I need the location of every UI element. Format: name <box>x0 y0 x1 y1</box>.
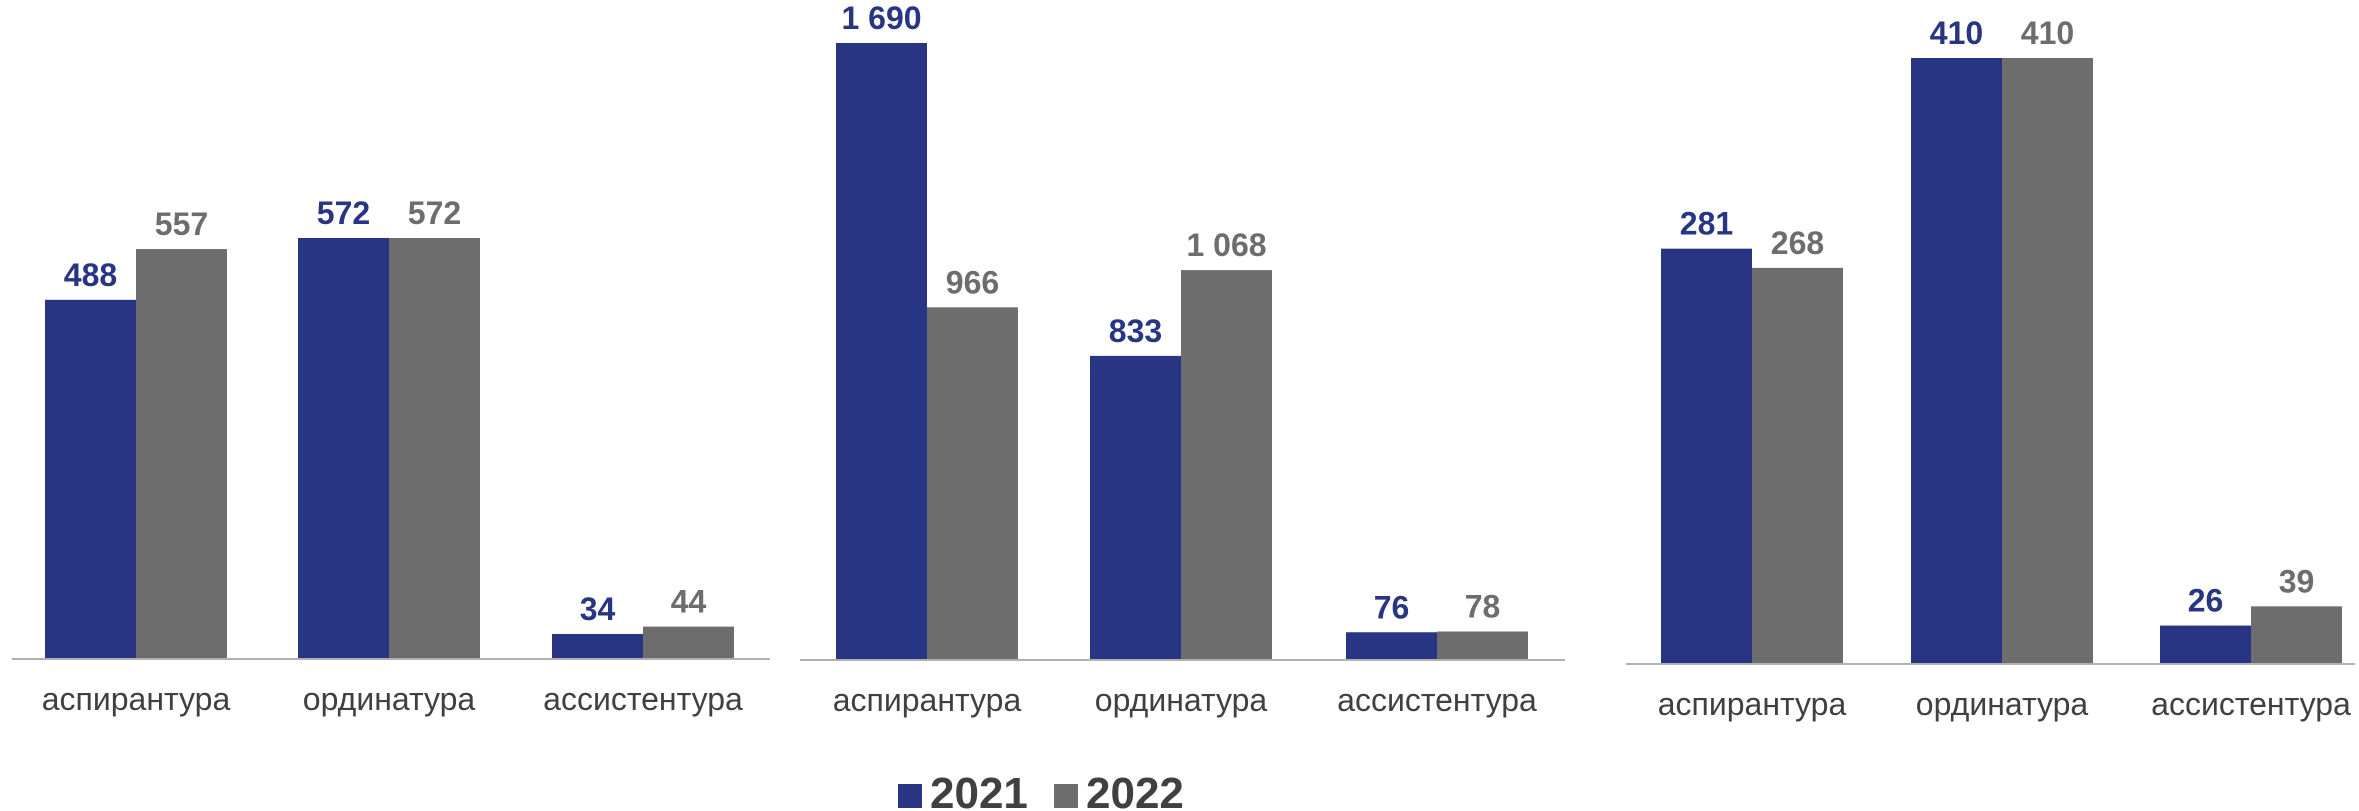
category-label-2: ординатура <box>303 681 476 717</box>
data-label-2021-3: 26 <box>2188 583 2224 619</box>
data-label-2021-2: 410 <box>1930 15 1983 51</box>
category-label-3: ассистентура <box>2151 686 2351 722</box>
bar-2021-3 <box>1346 632 1437 660</box>
legend-label-2022: 2022 <box>1086 769 1184 811</box>
data-label-2022-2: 572 <box>408 195 461 231</box>
chart-panel-3: 281 268 аспирантура 410 410 ординатура 26 39 асс… <box>1626 15 2355 722</box>
data-label-2022-1: 268 <box>1771 225 1824 261</box>
category-label-1: аспирантура <box>833 682 1022 718</box>
bar-2021-1 <box>836 43 927 660</box>
data-label-2022-2: 1 068 <box>1186 227 1266 263</box>
bar-2022-3 <box>1437 631 1528 660</box>
data-label-2021-2: 833 <box>1109 313 1162 349</box>
bar-2021-2 <box>1911 58 2002 664</box>
data-label-2021-3: 34 <box>580 591 616 627</box>
category-label-1: аспирантура <box>1658 686 1847 722</box>
data-label-2021-1: 488 <box>64 257 117 293</box>
category-label-2: ординатура <box>1095 682 1268 718</box>
category-label-1: аспирантура <box>42 681 231 717</box>
legend: 2021 2022 <box>898 769 1184 811</box>
bar-2022-2 <box>389 238 480 659</box>
category-label-3: ассистентура <box>543 681 743 717</box>
bar-2022-3 <box>643 626 734 659</box>
data-label-2022-1: 966 <box>946 264 999 300</box>
legend-swatch-2021 <box>898 784 922 808</box>
bar-2022-1 <box>927 307 1018 660</box>
data-label-2021-2: 572 <box>317 195 370 231</box>
data-label-2021-1: 1 690 <box>841 0 921 36</box>
bar-2022-2 <box>1181 270 1272 660</box>
category-label-3: ассистентура <box>1337 682 1537 718</box>
bar-2022-2 <box>2002 58 2093 664</box>
chart-panel-2: 1 690 966 аспирантура 833 1 068 ординатура 76 7… <box>800 0 1565 718</box>
data-label-2022-3: 39 <box>2279 563 2315 599</box>
bar-2021-1 <box>1661 248 1752 665</box>
bar-2021-3 <box>552 633 643 659</box>
data-label-2022-1: 557 <box>155 206 208 242</box>
bar-2021-3 <box>2160 625 2251 664</box>
legend-label-2021: 2021 <box>930 769 1028 811</box>
bar-2021-2 <box>298 238 389 659</box>
legend-swatch-2022 <box>1054 784 1078 808</box>
data-label-2022-2: 410 <box>2021 15 2074 51</box>
category-label-2: ординатура <box>1916 686 2089 722</box>
data-label-2021-1: 281 <box>1680 206 1733 242</box>
data-label-2022-3: 78 <box>1465 589 1501 625</box>
bar-2021-1 <box>45 299 136 659</box>
bar-2022-3 <box>2251 606 2342 664</box>
bar-2022-1 <box>1752 267 1843 664</box>
data-label-2022-3: 44 <box>671 584 707 620</box>
bar-2022-1 <box>136 249 227 659</box>
data-label-2021-3: 76 <box>1374 589 1410 625</box>
chart-panel-1: 488 557 аспирантура 572 572 ординатура 34 44 асс… <box>12 195 770 717</box>
bar-2021-2 <box>1090 355 1181 660</box>
